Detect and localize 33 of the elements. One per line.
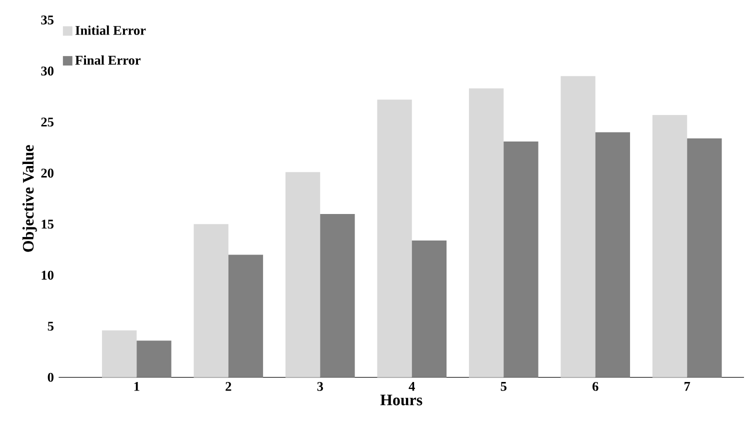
- bar: [504, 142, 538, 378]
- bar: [468, 88, 504, 378]
- bar: [194, 224, 228, 378]
- x-tick-label: 1: [134, 382, 140, 391]
- bar: [595, 132, 630, 378]
- x-tick-label: 7: [684, 382, 690, 391]
- x-tick-label: 2: [226, 382, 232, 391]
- x-tick-label: 6: [592, 382, 598, 392]
- bar: [285, 172, 320, 378]
- x-tick-label: 3: [317, 382, 324, 392]
- bar: [652, 115, 688, 378]
- y-tick-label: 25: [41, 118, 54, 127]
- y-axis-title: Objective Value: [22, 145, 37, 252]
- y-tick-label: 15: [42, 220, 54, 229]
- bar: [320, 214, 355, 378]
- y-tick-label: 5: [48, 322, 54, 331]
- y-tick-label: 20: [41, 168, 54, 178]
- bar: [228, 254, 264, 378]
- y-tick-label: 35: [41, 16, 54, 25]
- bar: [377, 100, 412, 378]
- y-tick-label: 0: [48, 373, 54, 382]
- legend-label: Final Error: [75, 56, 141, 65]
- legend-label: Initial Error: [75, 26, 146, 36]
- x-axis-title: Hours: [380, 394, 422, 406]
- x-tick-label: 4: [408, 382, 415, 391]
- bar: [136, 340, 172, 378]
- bar: [412, 240, 447, 378]
- y-tick-label: 10: [42, 270, 54, 280]
- x-tick-label: 5: [500, 382, 506, 392]
- bar: [102, 330, 137, 378]
- bar: [687, 138, 722, 378]
- y-tick-label: 30: [41, 66, 54, 76]
- bar: [560, 76, 596, 378]
